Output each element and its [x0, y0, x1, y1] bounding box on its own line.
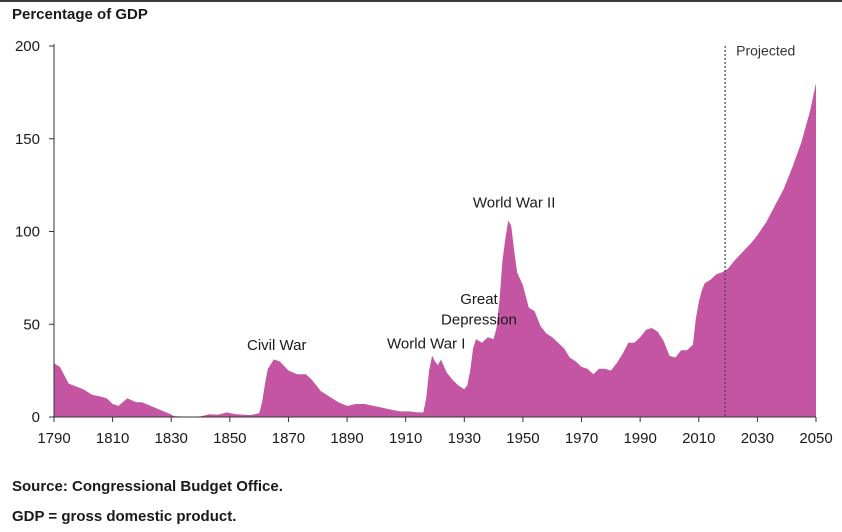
source-note: Source: Congressional Budget Office.: [12, 478, 283, 495]
x-tick-label: 1890: [330, 430, 363, 447]
top-rule: [0, 0, 842, 2]
x-tick-label: 1970: [565, 430, 598, 447]
x-tick-label: 1790: [37, 430, 70, 447]
annotation-civil-war: Civil War: [247, 337, 306, 354]
annotation-great-depression-2: Depression: [441, 311, 517, 328]
projection-label: Projected: [736, 42, 795, 58]
y-tick-label: 0: [32, 409, 40, 426]
y-tick-label: 50: [23, 316, 40, 333]
x-tick-label: 1850: [213, 430, 246, 447]
x-tick-label: 1910: [389, 430, 422, 447]
y-tick-label: 100: [15, 224, 40, 241]
y-axis-label: Percentage of GDP: [12, 6, 148, 23]
x-tick-label: 1930: [448, 430, 481, 447]
x-tick-label: 1830: [155, 430, 188, 447]
x-tick-label: 2030: [741, 430, 774, 447]
debt-area-series: [54, 83, 816, 417]
annotation-great-depression-1: Great: [460, 291, 498, 308]
x-tick-label: 1950: [506, 430, 539, 447]
y-tick-label: 200: [15, 38, 40, 55]
x-tick-label: 1810: [96, 430, 129, 447]
annotation-world-war-2: World War II: [473, 194, 556, 211]
y-tick-label: 150: [15, 131, 40, 148]
x-tick-label: 1990: [623, 430, 656, 447]
annotation-world-war-1: World War I: [387, 335, 465, 352]
gdp-definition-note: GDP = gross domestic product.: [12, 508, 237, 525]
x-tick-label: 2010: [682, 430, 715, 447]
x-tick-label: 2050: [799, 430, 832, 447]
x-tick-label: 1870: [272, 430, 305, 447]
